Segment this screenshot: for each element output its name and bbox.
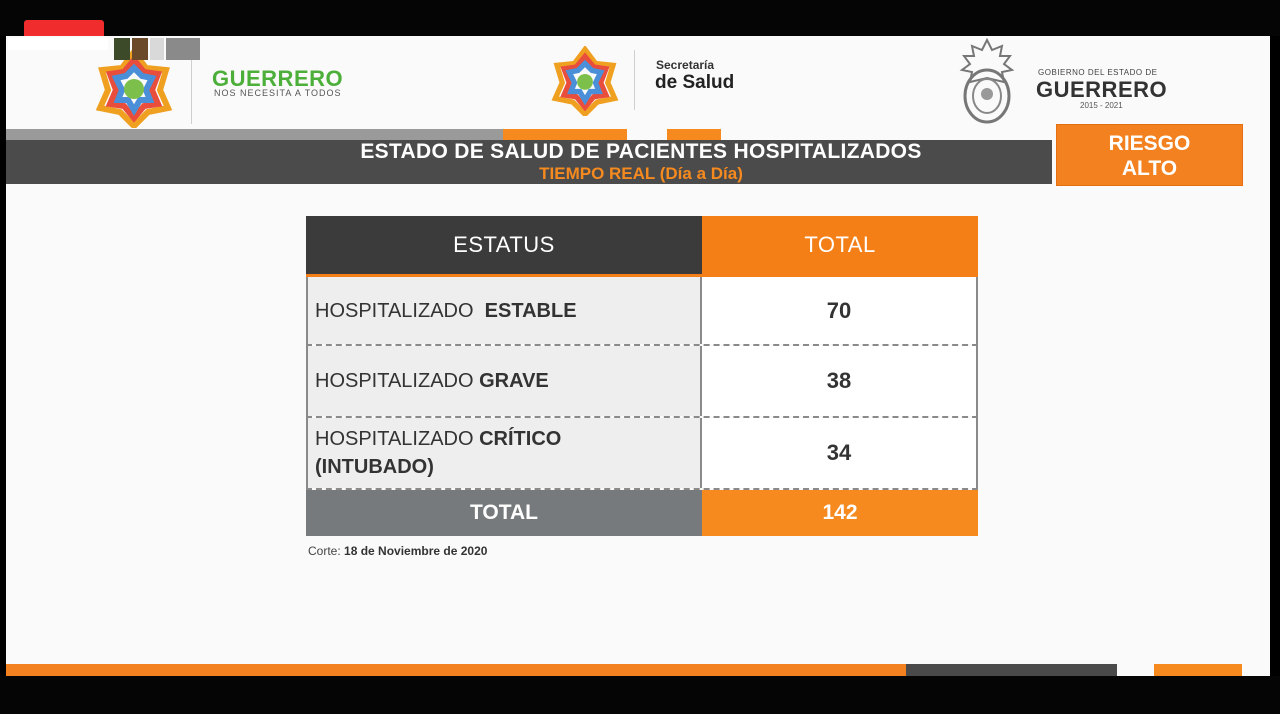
top-letterbox	[0, 0, 1280, 36]
bottom-letterbox	[0, 676, 1280, 714]
cutoff-note: Corte: 18 de Noviembre de 2020	[308, 544, 487, 558]
header-divider	[634, 50, 635, 110]
status-prefix: HOSPITALIZADO	[315, 299, 480, 322]
secretaria-title: de Salud	[655, 72, 735, 93]
table-row: HOSPITALIZADO ESTABLE 70	[306, 274, 978, 346]
guerrero-logo-text: GUERRERO	[212, 66, 344, 91]
page-title: ESTADO DE SALUD DE PACIENTES HOSPITALIZA…	[360, 140, 922, 163]
thumb	[132, 38, 148, 60]
band-accent-orange	[503, 129, 627, 141]
page-subtitle: TIEMPO REAL (Día a Día)	[539, 164, 743, 183]
status-cell: HOSPITALIZADO ESTABLE	[306, 277, 702, 344]
overlay-thumbs	[114, 38, 200, 60]
status-prefix: HOSPITALIZADO	[315, 428, 480, 450]
value-cell: 70	[702, 277, 978, 344]
total-label: TOTAL	[306, 490, 702, 536]
secretaria-logo-icon	[551, 46, 619, 116]
band-accent-orange	[667, 129, 721, 141]
table-total-row: TOTAL 142	[306, 490, 978, 536]
table-row: HOSPITALIZADO GRAVE 38	[306, 346, 978, 418]
status-label: ESTABLE	[484, 299, 577, 322]
header-divider	[191, 54, 192, 124]
status-cell: HOSPITALIZADO GRAVE	[306, 346, 702, 416]
title-band	[6, 140, 1052, 184]
total-value: 142	[702, 490, 978, 536]
header-status: ESTATUS	[306, 216, 702, 274]
status-label: GRAVE	[479, 370, 549, 392]
overlay-strip	[8, 38, 108, 50]
status-cell: HOSPITALIZADO CRÍTICO (INTUBADO)	[306, 418, 702, 488]
status-label: CRÍTICO	[479, 428, 562, 450]
thumb	[114, 38, 130, 60]
risk-badge-line2: ALTO	[1121, 157, 1178, 180]
gobierno-label: GOBIERNO DEL ESTADO DE	[1038, 68, 1158, 77]
guerrero-tagline: NOS NECESITA A TODOS	[214, 88, 342, 98]
cutoff-date: 18 de Noviembre de 2020	[344, 544, 488, 558]
band-accent-gray	[6, 129, 503, 141]
value-cell: 38	[702, 346, 978, 416]
status-line: HOSPITALIZADO CRÍTICO	[315, 425, 561, 453]
gobierno-years: 2015 - 2021	[1080, 101, 1123, 110]
table-header-row: ESTATUS TOTAL	[306, 216, 978, 274]
value-cell: 34	[702, 418, 978, 488]
state-seal-icon	[959, 38, 1015, 124]
footer-band-orange	[6, 664, 906, 676]
gobierno-title: GUERRERO	[1036, 77, 1168, 102]
thumb	[150, 38, 164, 60]
status-prefix: HOSPITALIZADO	[315, 370, 480, 392]
risk-badge: RIESGO ALTO	[1056, 124, 1243, 186]
footer-band-orange	[1154, 664, 1242, 676]
patients-table: ESTATUS TOTAL HOSPITALIZADO ESTABLE 70 H…	[306, 216, 978, 536]
guerrero-logo-icon	[95, 48, 173, 128]
table-row: HOSPITALIZADO CRÍTICO (INTUBADO) 34	[306, 418, 978, 490]
slide: GUERRERO NOS NECESITA A TODOS Secretaría…	[6, 36, 1270, 676]
risk-badge-line1: RIESGO	[1108, 132, 1191, 155]
footer-band-gray	[906, 664, 1117, 676]
secretaria-label: Secretaría	[656, 58, 715, 72]
header-total: TOTAL	[702, 216, 978, 274]
cutoff-label: Corte:	[308, 544, 341, 558]
status-extra: (INTUBADO)	[315, 456, 434, 478]
thumb	[166, 38, 200, 60]
